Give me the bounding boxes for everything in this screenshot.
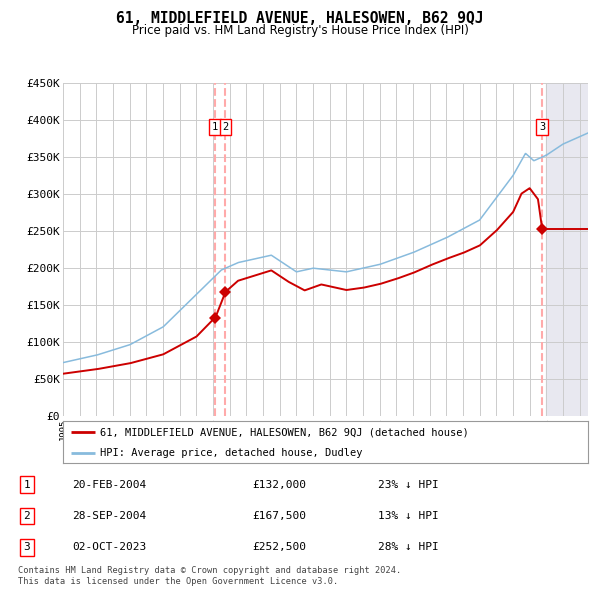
Text: 23% ↓ HPI: 23% ↓ HPI [378, 480, 439, 490]
Text: 1: 1 [23, 480, 31, 490]
Text: £167,500: £167,500 [252, 511, 306, 521]
Text: 02-OCT-2023: 02-OCT-2023 [72, 542, 146, 552]
Text: 20-FEB-2004: 20-FEB-2004 [72, 480, 146, 490]
Text: 2: 2 [23, 511, 31, 521]
Text: 3: 3 [539, 122, 545, 132]
Text: £132,000: £132,000 [252, 480, 306, 490]
Text: £252,500: £252,500 [252, 542, 306, 552]
Text: 1: 1 [212, 122, 218, 132]
Bar [547, 83, 588, 416]
Text: Price paid vs. HM Land Registry's House Price Index (HPI): Price paid vs. HM Land Registry's House … [131, 24, 469, 37]
Text: 61, MIDDLEFIELD AVENUE, HALESOWEN, B62 9QJ (detached house): 61, MIDDLEFIELD AVENUE, HALESOWEN, B62 9… [100, 427, 469, 437]
Text: Contains HM Land Registry data © Crown copyright and database right 2024.
This d: Contains HM Land Registry data © Crown c… [18, 566, 401, 586]
Text: 61, MIDDLEFIELD AVENUE, HALESOWEN, B62 9QJ: 61, MIDDLEFIELD AVENUE, HALESOWEN, B62 9… [116, 11, 484, 25]
Text: 2: 2 [223, 122, 229, 132]
Text: 13% ↓ HPI: 13% ↓ HPI [378, 511, 439, 521]
Text: HPI: Average price, detached house, Dudley: HPI: Average price, detached house, Dudl… [100, 448, 362, 457]
Text: 28-SEP-2004: 28-SEP-2004 [72, 511, 146, 521]
Text: 28% ↓ HPI: 28% ↓ HPI [378, 542, 439, 552]
Text: 3: 3 [23, 542, 31, 552]
